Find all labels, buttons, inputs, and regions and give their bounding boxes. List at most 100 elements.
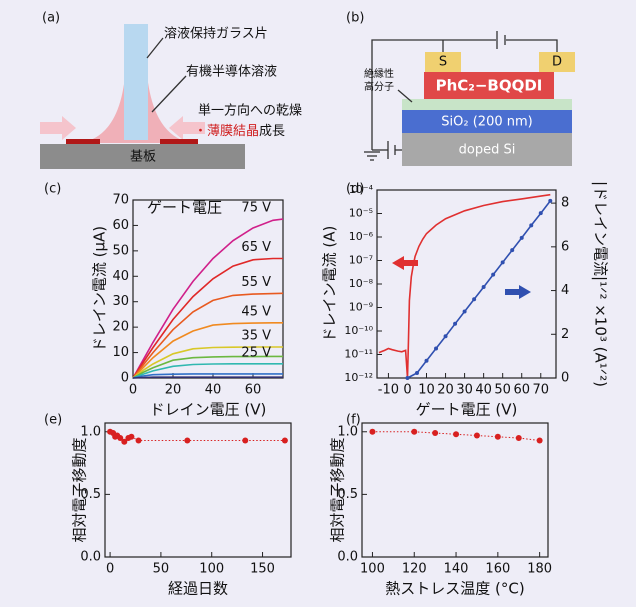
- y-tick-label: 10⁻⁶: [349, 230, 374, 243]
- marker: [117, 435, 124, 442]
- marker: [473, 432, 480, 439]
- substrate: [40, 144, 245, 169]
- x-tick-label: 40: [475, 383, 492, 398]
- marker: [529, 223, 534, 228]
- series-line: [132, 363, 283, 379]
- marker: [491, 272, 496, 277]
- y-tick-label: 10⁻⁵: [349, 207, 373, 220]
- plot-frame: [104, 422, 292, 558]
- highlight: 薄膜結晶: [207, 124, 259, 139]
- series-line: [132, 292, 284, 379]
- y2-tick-label: 8: [561, 196, 569, 211]
- y-tick-label: 20: [112, 320, 129, 335]
- x-axis-label: 熱ストレス温度 (°C): [385, 580, 524, 598]
- y2-tick-label: 0: [561, 371, 569, 386]
- semiconductor-label: PhC₂−BQQDI: [436, 77, 543, 95]
- source-label: S: [439, 55, 447, 70]
- series-line: [407, 200, 551, 379]
- y-tick-label: 10⁻⁸: [349, 277, 374, 290]
- x-tick-label: 50: [494, 383, 511, 398]
- marker: [510, 248, 515, 253]
- panel-label: (e): [44, 413, 62, 428]
- x-axis-label: ドレイン電圧 (V): [150, 401, 267, 419]
- marker: [424, 358, 429, 363]
- marker: [453, 431, 460, 438]
- x-tick-label: 60: [513, 383, 530, 398]
- series-label: 35 V: [241, 328, 271, 343]
- series-line: [378, 193, 551, 379]
- marker: [432, 430, 439, 437]
- series-line: [132, 373, 283, 379]
- y-tick-label: 10⁻⁷: [349, 254, 373, 267]
- x-tick-label: 50: [153, 562, 170, 577]
- y-tick-label: 0.0: [80, 550, 101, 565]
- x-tick-label: 100: [199, 562, 224, 577]
- x-tick-label: 140: [444, 562, 469, 577]
- y-tick-label: 10⁻¹¹: [344, 348, 373, 361]
- x-axis-label: 経過日数: [168, 580, 228, 598]
- series-line: [132, 346, 283, 379]
- y-tick-label: 10⁻⁹: [349, 301, 373, 314]
- marker: [472, 297, 477, 302]
- plot-frame: [361, 422, 549, 558]
- marker: [242, 437, 249, 444]
- marker: [481, 285, 486, 290]
- series-line: [132, 376, 283, 379]
- source: [425, 52, 461, 72]
- y2-tick-label: 4: [561, 283, 569, 298]
- marker: [494, 433, 501, 440]
- series-line: [132, 218, 284, 379]
- series-line: [132, 322, 283, 379]
- y-tick-label: 0.5: [80, 487, 101, 502]
- arrow: [505, 285, 531, 299]
- electrode: [160, 139, 198, 144]
- panel-label: (b): [346, 11, 364, 26]
- series-label: 45 V: [241, 304, 271, 319]
- drain: [539, 52, 575, 72]
- marker: [128, 433, 135, 440]
- y-tick-label: 0.0: [337, 550, 358, 565]
- y-tick-label: 70: [112, 193, 129, 208]
- arrow: [40, 116, 76, 140]
- x-tick-label: 180: [527, 562, 552, 577]
- y2-tick-label: 6: [561, 239, 569, 254]
- panel-label: (d): [346, 182, 364, 197]
- drain-label: D: [552, 55, 562, 70]
- arrow: [392, 256, 418, 270]
- y2-axis-label: |ドレイン電流|¹ᐟ² ×10³ (A¹ᐟ²): [592, 181, 610, 387]
- y2-tick-label: 2: [561, 327, 569, 342]
- suffix: 成長: [259, 124, 285, 139]
- y-tick-label: 60: [112, 218, 129, 233]
- oxide-label: SiO₂ (200 nm): [441, 115, 532, 130]
- y-tick-label: 30: [112, 294, 129, 309]
- y-tick-label: 40: [112, 269, 129, 284]
- panel-label: (c): [44, 182, 61, 197]
- x-tick-label: 70: [532, 383, 549, 398]
- y-tick-label: 10⁻¹⁰: [344, 324, 373, 337]
- series-label: 75 V: [241, 201, 271, 216]
- oxide: [402, 110, 572, 133]
- x-tick-label: 10: [418, 383, 435, 398]
- series-line: [132, 257, 283, 379]
- panel-label: (f): [346, 413, 361, 428]
- x-tick-label: 20: [437, 383, 454, 398]
- marker: [281, 437, 288, 444]
- x-axis-label: ゲート電圧 (V): [416, 401, 518, 419]
- bullet: ・: [194, 124, 207, 139]
- wire: [371, 39, 496, 150]
- x-tick-label: 20: [165, 383, 182, 398]
- y-tick-label: 50: [112, 243, 129, 258]
- series-line: [132, 355, 283, 379]
- series-label: 55 V: [241, 275, 271, 290]
- y-tick-label: 1.0: [337, 424, 358, 439]
- glass: [124, 24, 148, 140]
- growth-label: ・薄膜結晶成長: [194, 124, 285, 139]
- gate: [402, 133, 572, 166]
- y-axis-label: ドレイン電流 (A): [321, 226, 339, 343]
- leader: [146, 37, 164, 59]
- x-tick-label: 0: [106, 562, 114, 577]
- x-tick-label: -10: [378, 383, 399, 398]
- insulator: [402, 99, 572, 110]
- x-tick-label: 60: [245, 383, 262, 398]
